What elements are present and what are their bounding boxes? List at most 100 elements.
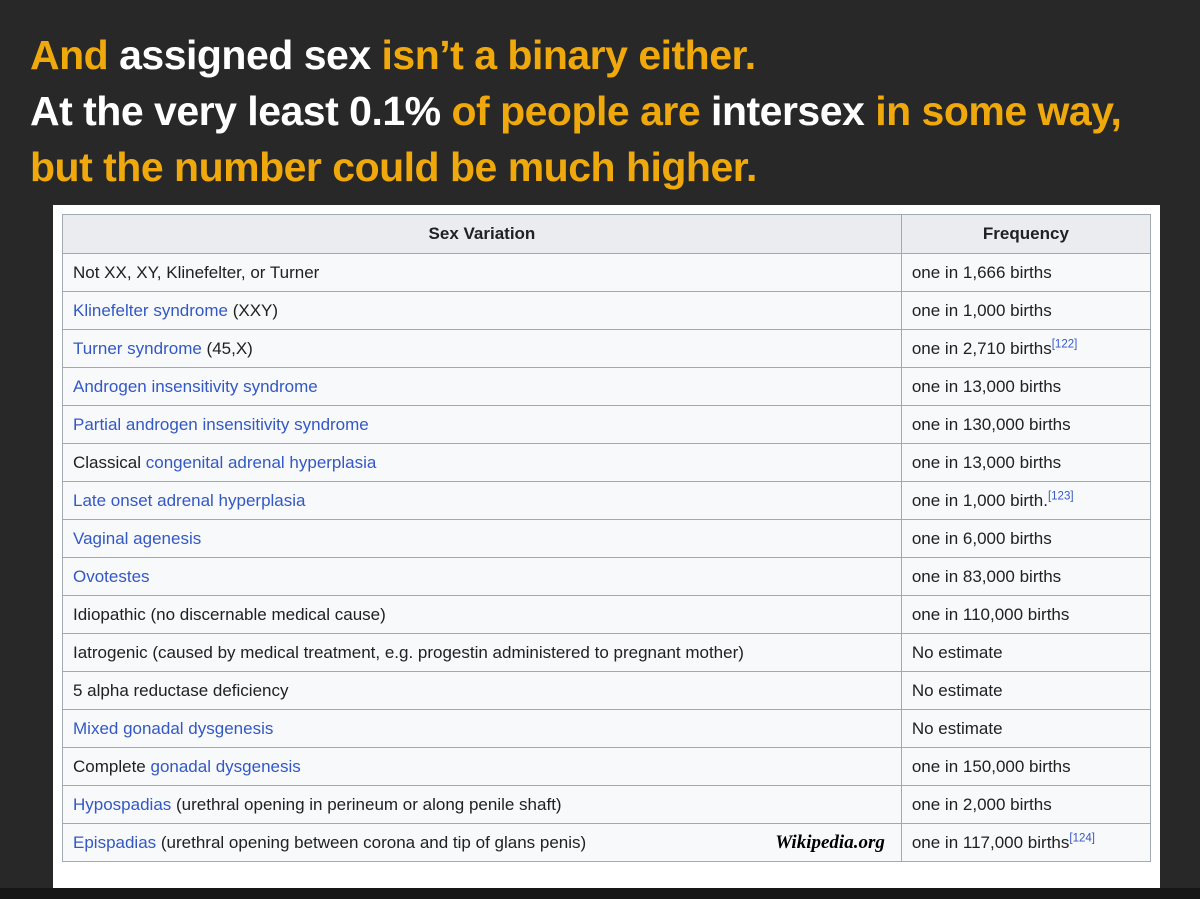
frequency-text: one in 13,000 births (911, 452, 1062, 472)
frequency-text: one in 2,710 births (911, 338, 1052, 358)
variation-text: Not XX, XY, Klinefelter, or Turner (73, 262, 320, 282)
frequency-text: No estimate (911, 642, 1003, 662)
title-line-1: And assigned sex isn’t a binary either. (30, 27, 1180, 83)
variation-cell: Iatrogenic (caused by medical treatment,… (62, 633, 902, 672)
frequency-cell: one in 6,000 births (900, 519, 1152, 558)
table-row: Mixed gonadal dysgenesis No estimate (62, 709, 1152, 748)
wiki-link[interactable]: Epispadias (73, 832, 157, 852)
title-line-2: At the very least 0.1% of people are int… (30, 83, 1180, 139)
wiki-link[interactable]: congenital adrenal hyperplasia (145, 452, 377, 472)
column-header-sex-variation: Sex Variation (62, 214, 902, 254)
frequency-cell: one in 1,000 births (900, 291, 1152, 330)
title-line-3: but the number could be much higher. (30, 139, 1180, 195)
wiki-link[interactable]: Turner syndrome (73, 338, 202, 358)
wiki-link[interactable]: Ovotestes (73, 566, 150, 586)
variation-text: Classical (73, 452, 146, 472)
table-row: 5 alpha reductase deficiency No estimate (62, 671, 1152, 710)
frequency-cell: one in 130,000 births (900, 405, 1152, 444)
frequency-cell: No estimate (900, 633, 1152, 672)
variation-cell: Ovotestes (62, 557, 902, 596)
slide-title: And assigned sex isn’t a binary either. … (30, 27, 1180, 195)
variation-cell: Vaginal agenesis (62, 519, 902, 558)
table-row: Klinefelter syndrome (XXY) one in 1,000 b… (62, 291, 1152, 330)
table-row: Androgen insensitivity syndrome one in 13… (62, 367, 1152, 406)
variation-cell: Not XX, XY, Klinefelter, or Turner (62, 253, 902, 292)
frequency-text: one in 6,000 births (911, 528, 1052, 548)
wiki-link[interactable]: Androgen insensitivity syndrome (73, 376, 318, 396)
variation-text: (urethral opening in perineum or along p… (171, 794, 562, 814)
variation-cell: Turner syndrome (45,X) (62, 329, 902, 368)
frequency-text: one in 83,000 births (911, 566, 1062, 586)
table-row: Late onset adrenal hyperplasia one in 1,0… (62, 481, 1152, 520)
table-header-row: Sex Variation Frequency (62, 214, 1152, 254)
variation-cell: Idiopathic (no discernable medical cause… (62, 595, 902, 634)
table-row: Ovotestes one in 83,000 births (62, 557, 1152, 596)
variation-cell: Epispadias (urethral opening between cor… (62, 823, 902, 862)
variation-cell: Hypospadias (urethral opening in perineu… (62, 785, 902, 824)
variation-cell: 5 alpha reductase deficiency (62, 671, 902, 710)
title-segment: isn’t a binary either. (381, 32, 757, 78)
frequency-cell: one in 1,000 birth.[123] (900, 481, 1152, 520)
frequency-text: No estimate (911, 680, 1003, 700)
title-segment: but the number could be much higher. (30, 144, 757, 190)
table-row: Not XX, XY, Klinefelter, or Turner one in… (62, 253, 1152, 292)
table-row: Complete gonadal dysgenesis one in 150,00… (62, 747, 1152, 786)
title-segment: And (30, 32, 120, 78)
column-header-frequency: Frequency (900, 214, 1152, 254)
wiki-link[interactable]: Late onset adrenal hyperplasia (73, 490, 306, 510)
variation-cell: Partial androgen insensitivity syndrome (62, 405, 902, 444)
frequency-cell: one in 2,710 births[122] (900, 329, 1152, 368)
frequency-text: one in 13,000 births (911, 376, 1062, 396)
frequency-cell: one in 13,000 births (900, 367, 1152, 406)
variation-text: 5 alpha reductase deficiency (73, 680, 289, 700)
variation-text: (45,X) (201, 338, 253, 358)
table-row: Epispadias (urethral opening between cor… (62, 823, 1152, 862)
wiki-link[interactable]: Klinefelter syndrome (73, 300, 228, 320)
table-row: Partial androgen insensitivity syndrome o… (62, 405, 1152, 444)
frequency-cell: one in 110,000 births (900, 595, 1152, 634)
wiki-link[interactable]: Vaginal agenesis (73, 528, 202, 548)
wiki-link[interactable]: Hypospadias (73, 794, 172, 814)
variation-cell: Late onset adrenal hyperplasia (62, 481, 902, 520)
table-row: Turner syndrome (45,X) one in 2,710 birth… (62, 329, 1152, 368)
sex-variation-table: Sex Variation Frequency Not XX, XY, Klin… (62, 214, 1152, 862)
reference-link[interactable]: [122] (1051, 337, 1078, 350)
frequency-cell: No estimate (900, 671, 1152, 710)
variation-cell: Classical congenital adrenal hyperplasia (62, 443, 902, 482)
frequency-text: No estimate (911, 718, 1003, 738)
table-row: Iatrogenic (caused by medical treatment,… (62, 633, 1152, 672)
table-row: Classical congenital adrenal hyperplasia… (62, 443, 1152, 482)
frequency-text: one in 130,000 births (911, 414, 1071, 434)
title-segment: At the very least 0.1% (30, 88, 452, 134)
variation-text: Idiopathic (no discernable medical cause… (73, 604, 386, 624)
variation-cell: Klinefelter syndrome (XXY) (62, 291, 902, 330)
frequency-cell: one in 117,000 births[124] (900, 823, 1152, 862)
frequency-text: one in 1,666 births (911, 262, 1052, 282)
reference-link[interactable]: [123] (1047, 489, 1074, 502)
wiki-link[interactable]: Partial androgen insensitivity syndrome (73, 414, 369, 434)
variation-text: Iatrogenic (caused by medical treatment,… (73, 642, 744, 662)
variation-text: (XXY) (227, 300, 279, 320)
frequency-text: one in 1,000 births (911, 300, 1052, 320)
variation-cell: Androgen insensitivity syndrome (62, 367, 902, 406)
wiki-link[interactable]: Mixed gonadal dysgenesis (73, 718, 274, 738)
reference-link[interactable]: [124] (1069, 831, 1095, 844)
variation-text: (urethral opening between corona and tip… (156, 832, 587, 852)
frequency-cell: one in 83,000 births (900, 557, 1152, 596)
table-panel: Sex Variation Frequency Not XX, XY, Klin… (53, 205, 1160, 888)
frequency-text: one in 110,000 births (911, 604, 1070, 624)
variation-cell: Mixed gonadal dysgenesis (62, 709, 902, 748)
title-segment: in some way, (875, 88, 1122, 134)
wiki-link[interactable]: gonadal dysgenesis (150, 756, 301, 776)
frequency-text: one in 150,000 births (911, 756, 1071, 776)
frequency-text: one in 117,000 births (911, 832, 1070, 852)
frequency-text: one in 2,000 births (911, 794, 1052, 814)
bottom-letterbox-strip (0, 888, 1200, 899)
frequency-cell: one in 2,000 births (900, 785, 1152, 824)
frequency-cell: one in 1,666 births (900, 253, 1152, 292)
title-segment: of people are (451, 88, 712, 134)
table-body: Not XX, XY, Klinefelter, or Turner one in… (62, 253, 1152, 862)
attribution-wikipedia: Wikipedia.org (775, 831, 885, 853)
title-segment: intersex (711, 88, 876, 134)
